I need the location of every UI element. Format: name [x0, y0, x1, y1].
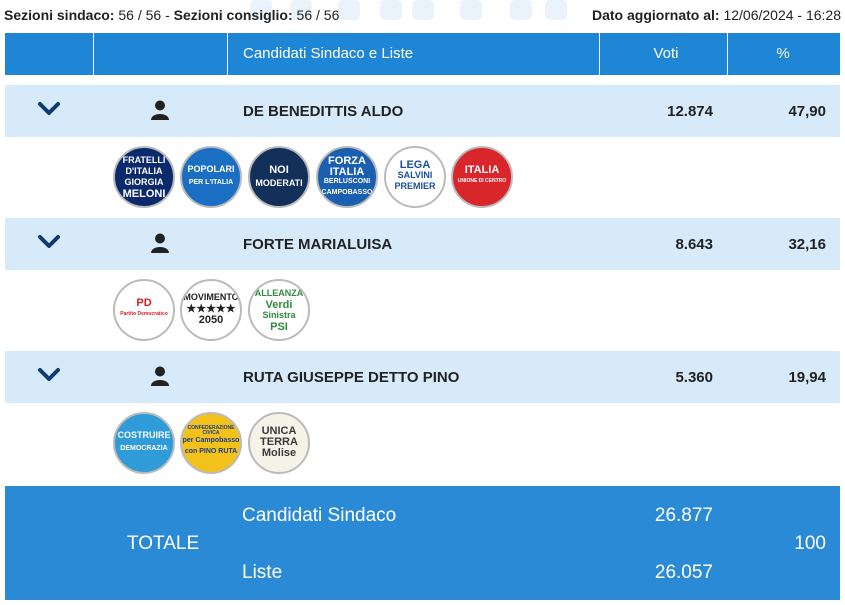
- logo-text: ITALIA: [464, 164, 500, 176]
- background-decoration: [290, 0, 312, 20]
- logo-text: TERRA: [260, 436, 298, 448]
- total-percent: 100: [794, 533, 826, 554]
- background-decoration: [510, 0, 532, 20]
- header-votes: Voti: [653, 45, 679, 62]
- logo-text: ★★★★★: [186, 303, 236, 315]
- logo-text: FRATELLI: [122, 155, 166, 165]
- header-percent: %: [776, 45, 790, 62]
- noi-moderati-logo: NOI MODERATI: [248, 146, 310, 208]
- logo-text: Molise: [261, 447, 297, 459]
- summary-bar: Sezioni sindaco: 56 / 56 - Sezioni consi…: [0, 0, 845, 32]
- candidate-row[interactable]: DE BENEDITTIS ALDO 12.874 47,90: [5, 85, 840, 137]
- update-info: Dato aggiornato al: 12/06/2024 - 16:28: [592, 7, 841, 23]
- column-divider: [599, 33, 600, 75]
- candidate-percent: 47,90: [788, 103, 826, 120]
- logo-text: PER L'ITALIA: [188, 179, 234, 186]
- logo-text: Verdi: [265, 299, 293, 311]
- sezioni-sindaco-label: Sezioni sindaco:: [4, 7, 115, 23]
- candidate-name: DE BENEDITTIS ALDO: [243, 103, 404, 120]
- lega-salvini-premier-logo: LEGA SALVINI PREMIER: [384, 146, 446, 208]
- candidate-row[interactable]: FORTE MARIALUISA 8.643 32,16: [5, 218, 840, 270]
- chevron-down-icon[interactable]: [37, 365, 61, 385]
- total-lists-label: Liste: [242, 562, 283, 583]
- logo-text: SALVINI: [397, 170, 433, 180]
- logo-text: UNICA: [261, 425, 297, 437]
- total-lists-votes: 26.057: [654, 562, 713, 583]
- column-divider: [727, 33, 728, 75]
- column-divider: [93, 33, 94, 75]
- forza-italia-berlusconi-logo: FORZA ITALIA BERLUSCONI CAMPOBASSO: [316, 146, 378, 208]
- logo-text: MODERATI: [255, 178, 303, 188]
- confederazione-civica-logo: CONFEDERAZIONE CIVICA per Campobasso con P…: [180, 412, 242, 474]
- user-icon: [151, 233, 169, 253]
- logo-text: con PINO RUTA: [184, 448, 238, 455]
- background-decoration: [460, 0, 482, 20]
- logo-text: MOVIMENTO: [183, 292, 239, 302]
- partito-democratico-logo: PD Partito Democratico: [113, 279, 175, 341]
- udc-italia-logo: ITALIA UNIONE DI CENTRO: [451, 146, 513, 208]
- logo-text: FORZA: [328, 155, 366, 167]
- background-decoration: [412, 0, 434, 20]
- logo-text: Partito Democratico: [120, 311, 168, 317]
- candidate-name: RUTA GIUSEPPE DETTO PINO: [243, 369, 460, 386]
- sezioni-consiglio-value: 56 / 56: [296, 7, 340, 23]
- logo-text: CAMPOBASSO: [321, 189, 373, 196]
- logo-text: COSTRUIRE: [117, 430, 171, 440]
- separator: -: [165, 7, 170, 23]
- updated-value: 12/06/2024 - 16:28: [723, 7, 841, 23]
- sezioni-sindaco-value: 56 / 56: [118, 7, 162, 23]
- logo-text: BERLUSCONI: [323, 178, 371, 185]
- total-candidates-label: Candidati Sindaco: [242, 505, 397, 526]
- fratelli-ditalia-logo: FRATELLI D'ITALIA GIORGIA MELONI: [113, 146, 175, 208]
- user-icon: [151, 366, 169, 386]
- background-decoration: [380, 0, 402, 20]
- logo-text: ALLEANZA: [254, 288, 304, 298]
- unica-terra-molise-logo: UNICA TERRA Molise: [248, 412, 310, 474]
- background-decoration: [338, 0, 360, 20]
- logo-text: PD: [136, 297, 152, 309]
- background-decoration: [250, 0, 272, 20]
- logo-text: ITALIA: [329, 166, 365, 178]
- total-candidates-votes: 26.877: [654, 505, 713, 526]
- background-decoration: [545, 0, 567, 20]
- costruire-democrazia-logo: COSTRUIRE DEMOCRAZIA: [113, 412, 175, 474]
- candidate-percent: 19,94: [788, 369, 826, 386]
- total-label: TOTALE: [127, 533, 200, 554]
- chevron-down-icon[interactable]: [37, 99, 61, 119]
- logo-text: D'ITALIA: [125, 166, 163, 176]
- totals-row: TOTALE Candidati Sindaco Liste 26.877 26…: [5, 486, 840, 600]
- updated-label: Dato aggiornato al:: [592, 7, 720, 23]
- candidate-votes: 5.360: [675, 369, 713, 386]
- logo-text: per Campobasso: [182, 437, 240, 444]
- header-candidates: Candidati Sindaco e Liste: [243, 45, 414, 62]
- logo-text: GIORGIA: [124, 177, 164, 187]
- logo-text: POPOLARI: [187, 164, 235, 174]
- logo-text: Sinistra: [262, 310, 296, 320]
- sezioni-consiglio-label: Sezioni consiglio:: [173, 7, 293, 23]
- candidate-votes: 12.874: [667, 103, 713, 120]
- logo-text: CONFEDERAZIONE CIVICA: [187, 425, 235, 436]
- candidate-name: FORTE MARIALUISA: [243, 236, 393, 253]
- column-divider: [227, 33, 228, 75]
- sections-info: Sezioni sindaco: 56 / 56 - Sezioni consi…: [4, 7, 339, 23]
- candidate-percent: 32,16: [788, 236, 826, 253]
- candidate-row[interactable]: RUTA GIUSEPPE DETTO PINO 5.360 19,94: [5, 351, 840, 403]
- logo-text: PSI: [270, 321, 288, 333]
- logo-text: DEMOCRAZIA: [120, 445, 168, 452]
- popolari-per-litalia-logo: POPOLARI PER L'ITALIA: [180, 146, 242, 208]
- logo-text: LEGA: [399, 159, 431, 171]
- logo-text: NOI: [269, 164, 289, 176]
- logo-text: 2050: [198, 314, 224, 326]
- logo-text: PREMIER: [394, 181, 436, 191]
- table-header: Candidati Sindaco e Liste Voti %: [5, 33, 840, 75]
- user-icon: [151, 100, 169, 120]
- chevron-down-icon[interactable]: [37, 232, 61, 252]
- candidate-votes: 8.643: [675, 236, 713, 253]
- alleanza-verdi-sinistra-logo: ALLEANZA Verdi Sinistra PSI: [248, 279, 310, 341]
- logo-text: MELONI: [122, 188, 166, 200]
- movimento-2050-logo: MOVIMENTO ★★★★★ 2050: [180, 279, 242, 341]
- logo-text: UNIONE DI CENTRO: [457, 178, 507, 184]
